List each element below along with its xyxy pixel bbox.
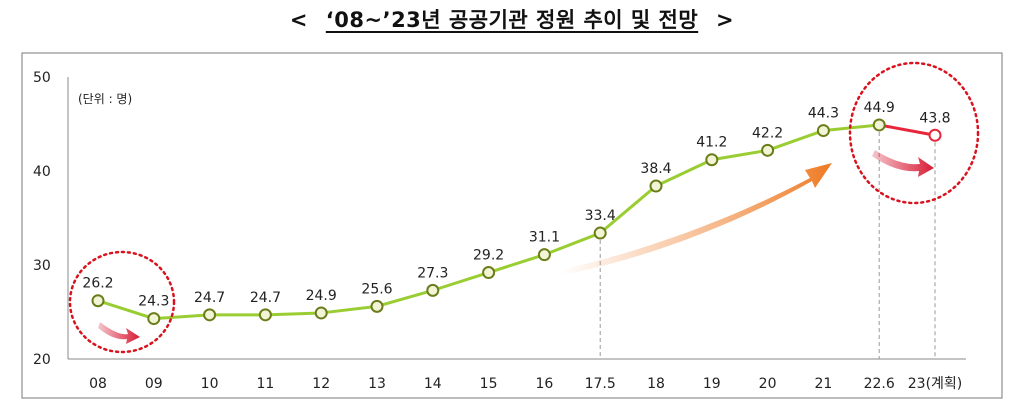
- x-tick-label: 20: [759, 376, 777, 392]
- x-tick-label: 13: [368, 376, 386, 392]
- data-label: 29.2: [473, 248, 504, 264]
- data-point: [928, 128, 942, 142]
- data-label: 24.3: [138, 294, 169, 310]
- data-label: 24.9: [306, 288, 337, 304]
- data-label: 44.9: [864, 100, 895, 116]
- x-tick-label: 16: [535, 376, 553, 392]
- data-point: [761, 143, 775, 157]
- data-point: [370, 299, 384, 313]
- x-tick-label: 11: [256, 376, 274, 392]
- data-point: [537, 248, 551, 262]
- data-label: 38.4: [640, 161, 671, 177]
- data-point: [203, 308, 217, 322]
- data-label: 42.2: [752, 125, 783, 141]
- data-label: 33.4: [585, 208, 616, 224]
- x-tick-label: 17.5: [585, 376, 616, 392]
- title-close-bracket: >: [716, 8, 735, 32]
- highlight-circle-end: [848, 61, 980, 205]
- data-label: 24.7: [194, 290, 225, 306]
- title-open-bracket: <: [289, 8, 308, 32]
- x-tick-label: 23(계획): [908, 376, 963, 392]
- x-tick-label: 18: [647, 376, 665, 392]
- x-tick-label: 08: [89, 376, 107, 392]
- data-point: [649, 179, 663, 193]
- chart-title: < ‘08~’23년 공공기관 정원 추이 및 전망 >: [0, 4, 1024, 34]
- y-tick-label: 20: [33, 352, 51, 368]
- x-tick-label: 19: [703, 376, 721, 392]
- x-tick-label: 10: [201, 376, 219, 392]
- data-label: 26.2: [82, 276, 113, 292]
- data-label: 25.6: [361, 281, 392, 297]
- series-line-planned: [878, 123, 936, 137]
- title-text: ‘08~’23년 공공기관 정원 추이 및 전망: [325, 8, 699, 32]
- data-point: [482, 266, 496, 280]
- x-tick-label: 22.6: [864, 376, 895, 392]
- unit-label: (단위 : 명): [78, 92, 132, 106]
- x-tick-label: 14: [424, 376, 442, 392]
- data-label: 24.7: [250, 290, 281, 306]
- data-point: [258, 308, 272, 322]
- data-label: 44.3: [808, 106, 839, 122]
- data-label: 41.2: [696, 135, 727, 151]
- x-tick-label: 21: [814, 376, 832, 392]
- y-tick-label: 50: [33, 70, 51, 86]
- y-tick-label: 30: [33, 258, 51, 274]
- data-point: [426, 283, 440, 297]
- data-point: [593, 226, 607, 240]
- data-point: [314, 306, 328, 320]
- x-tick-label: 09: [145, 376, 163, 392]
- data-point: [816, 124, 830, 138]
- growth-arrow: [560, 163, 832, 275]
- data-label: 27.3: [417, 265, 448, 281]
- data-label: 31.1: [529, 230, 560, 246]
- data-point: [705, 153, 719, 167]
- x-tick-label: 12: [312, 376, 330, 392]
- data-label: 43.8: [919, 110, 950, 126]
- y-tick-label: 40: [33, 164, 51, 180]
- decline-arrow-start: [98, 322, 140, 344]
- chart-frame: [21, 52, 1003, 399]
- data-point: [147, 312, 161, 326]
- x-tick-label: 15: [480, 376, 498, 392]
- decline-arrow-end: [872, 150, 934, 177]
- data-point: [872, 118, 886, 132]
- plot-area: 20 30 40 50 (단위 : 명) 08 09 10 11 12 13 14 15 16 17.5 18…: [33, 61, 980, 392]
- data-point: [91, 294, 105, 308]
- highlight-circle-start: [68, 250, 176, 354]
